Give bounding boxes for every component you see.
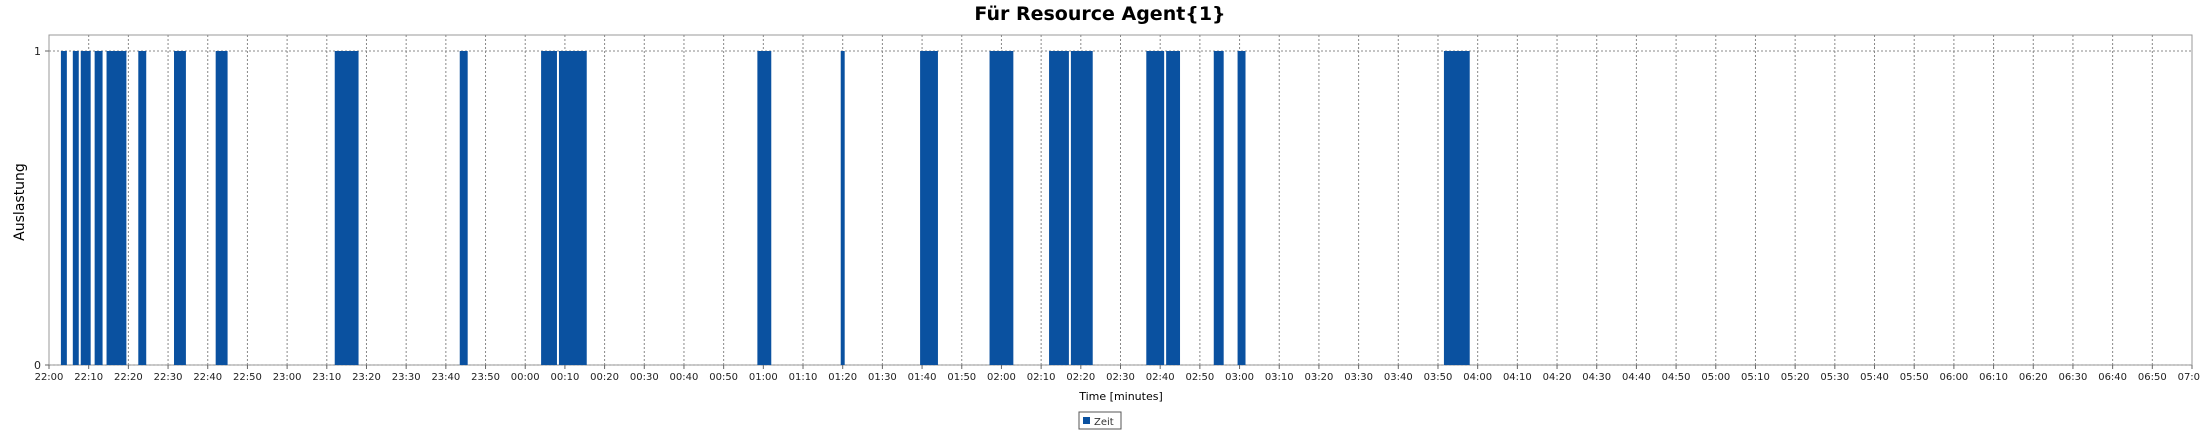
x-tick-label: 01:10	[789, 372, 818, 383]
x-tick-label: 22:40	[193, 372, 222, 383]
x-tick-label: 02:30	[1106, 372, 1135, 383]
x-tick-label: 03:00	[1225, 372, 1254, 383]
legend-box	[1078, 411, 1122, 430]
x-tick-label: 00:40	[670, 372, 699, 383]
bar	[1070, 51, 1093, 365]
x-tick-label: 01:50	[947, 372, 976, 383]
x-tick-label: 02:10	[1027, 372, 1056, 383]
bar	[840, 51, 845, 365]
x-tick-label: 05:40	[1860, 372, 1889, 383]
x-tick-label: 04:40	[1622, 372, 1651, 383]
y-axis-label: Auslastung	[12, 163, 28, 241]
x-tick-label: 06:10	[1979, 372, 2008, 383]
bar	[106, 51, 127, 365]
x-tick-label: 22:10	[74, 372, 103, 383]
bars	[60, 51, 1470, 365]
x-tick-label: 06:20	[2019, 372, 2048, 383]
x-tick-label: 04:20	[1543, 372, 1572, 383]
bar	[558, 51, 587, 365]
bar	[1213, 51, 1224, 365]
x-tick-label: 06:40	[2098, 372, 2127, 383]
x-tick-label: 23:40	[431, 372, 460, 383]
chart-title: Für Resource Agent{1}	[974, 3, 1225, 25]
x-tick-label: 03:10	[1265, 372, 1294, 383]
x-axis-label: Time [minutes]	[1078, 390, 1163, 403]
x-tick-label: 00:20	[590, 372, 619, 383]
bar	[541, 51, 557, 365]
x-tick-label: 05:20	[1781, 372, 1810, 383]
axes: 22:00 22:10 22:20 22:30 22:40 22:50 23:00 23:10…	[34, 45, 2200, 383]
bar	[60, 51, 67, 365]
x-tick-label: 23:20	[352, 372, 381, 383]
x-tick-label: 00:00	[511, 372, 540, 383]
x-tick-label: 05:50	[1900, 372, 1929, 383]
x-tick-label: 03:30	[1344, 372, 1373, 383]
x-tick-label: 01:00	[749, 372, 778, 383]
x-tick-label: 01:20	[828, 372, 857, 383]
x-tick-label: 22:20	[114, 372, 143, 383]
x-tick-label: 05:00	[1701, 372, 1730, 383]
bar	[1237, 51, 1246, 365]
x-tick-label: 23:10	[312, 372, 341, 383]
x-tick-label: 06:00	[1939, 372, 1968, 383]
bar	[989, 51, 1014, 365]
x-tick-label: 03:20	[1305, 372, 1334, 383]
x-tick-label: 07:00	[2178, 372, 2200, 383]
bar	[72, 51, 79, 365]
bar	[757, 51, 772, 365]
legend: Zeit	[1078, 411, 1122, 430]
legend-swatch	[1083, 417, 1090, 424]
bar	[215, 51, 228, 365]
x-tick-label: 01:30	[868, 372, 897, 383]
x-tick-label: 23:30	[392, 372, 421, 383]
y-tick-label: 1	[34, 45, 41, 58]
bar	[80, 51, 91, 365]
x-tick-label: 06:30	[2059, 372, 2088, 383]
x-tick-label: 00:10	[550, 372, 579, 383]
bar	[94, 51, 103, 365]
x-tick-label: 01:40	[908, 372, 937, 383]
x-tick-label: 05:10	[1741, 372, 1770, 383]
x-tick-label: 22:50	[233, 372, 262, 383]
x-tick-label: 22:30	[154, 372, 183, 383]
bar	[459, 51, 468, 365]
x-tick-label: 03:40	[1384, 372, 1413, 383]
x-tick-label: 04:00	[1463, 372, 1492, 383]
y-tick-label: 0	[34, 359, 41, 372]
x-tick-label: 02:40	[1146, 372, 1175, 383]
x-tick-label: 05:30	[1820, 372, 1849, 383]
x-tick-label: 00:50	[709, 372, 738, 383]
x-tick-label: 04:50	[1662, 372, 1691, 383]
x-tick-label: 06:50	[2138, 372, 2167, 383]
x-tick-label: 22:00	[35, 372, 64, 383]
bar	[334, 51, 359, 365]
x-tick-label: 23:50	[471, 372, 500, 383]
x-tick-label: 02:20	[1066, 372, 1095, 383]
bar	[920, 51, 938, 365]
x-tick-label: 04:30	[1582, 372, 1611, 383]
x-tick-label: 03:50	[1424, 372, 1453, 383]
legend-label-zeit: Zeit	[1094, 417, 1114, 428]
x-tick-label: 23:00	[273, 372, 302, 383]
x-tick-label: 00:30	[630, 372, 659, 383]
bar	[1049, 51, 1069, 365]
bar	[1443, 51, 1470, 365]
bar	[174, 51, 186, 365]
x-tick-label: 02:00	[987, 372, 1016, 383]
bar	[1146, 51, 1165, 365]
bar	[138, 51, 147, 365]
x-tick-label: 04:10	[1503, 372, 1532, 383]
bar	[1166, 51, 1181, 365]
x-tick-label: 02:50	[1185, 372, 1214, 383]
